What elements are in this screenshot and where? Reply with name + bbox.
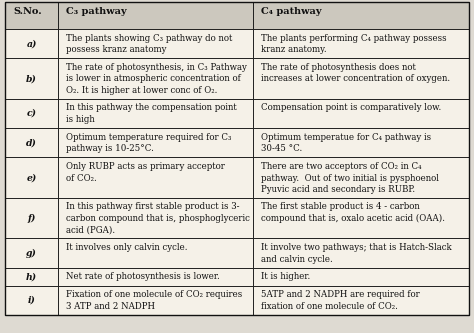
Text: The rate of photosynthesis does not: The rate of photosynthesis does not <box>261 63 416 72</box>
Text: of CO₂.: of CO₂. <box>66 173 97 182</box>
Text: d): d) <box>26 138 37 147</box>
Text: and calvin cycle.: and calvin cycle. <box>261 255 333 264</box>
Bar <box>5 2 58 29</box>
Text: Only RUBP acts as primary acceptor: Only RUBP acts as primary acceptor <box>66 162 225 171</box>
Text: carbon compound that is, phosphoglyceric: carbon compound that is, phosphoglyceric <box>66 214 250 223</box>
Bar <box>5 158 58 198</box>
Text: kranz anatomy.: kranz anatomy. <box>261 45 327 54</box>
Text: It involve two pathways; that is Hatch-Slack: It involve two pathways; that is Hatch-S… <box>261 243 452 252</box>
Text: acid (PGA).: acid (PGA). <box>66 226 116 235</box>
Text: 30-45 °C.: 30-45 °C. <box>261 144 302 153</box>
Text: In this pathway first stable product is 3-: In this pathway first stable product is … <box>66 202 240 211</box>
Text: It is higher.: It is higher. <box>261 272 310 281</box>
Text: is high: is high <box>66 115 95 124</box>
Text: S.No.: S.No. <box>13 7 42 16</box>
Text: 3 ATP and 2 NADPH: 3 ATP and 2 NADPH <box>66 302 155 311</box>
Bar <box>58 158 253 198</box>
Text: C₃ pathway: C₃ pathway <box>66 7 127 16</box>
Bar <box>5 128 58 158</box>
Bar <box>58 198 253 238</box>
Bar <box>253 268 469 286</box>
Bar <box>5 238 58 268</box>
Bar <box>58 2 253 29</box>
Bar <box>253 128 469 158</box>
Text: f): f) <box>27 214 36 223</box>
Text: 5ATP and 2 NADPH are required for: 5ATP and 2 NADPH are required for <box>261 290 420 299</box>
Bar <box>253 58 469 99</box>
Text: Fixation of one molecule of CO₂ requires: Fixation of one molecule of CO₂ requires <box>66 290 243 299</box>
Text: increases at lower concentration of oxygen.: increases at lower concentration of oxyg… <box>261 75 450 84</box>
Text: It involves only calvin cycle.: It involves only calvin cycle. <box>66 243 188 252</box>
Bar <box>5 29 58 58</box>
Text: pathway is 10-25°C.: pathway is 10-25°C. <box>66 144 154 153</box>
Text: Optimum temperature required for C₃: Optimum temperature required for C₃ <box>66 133 232 142</box>
Bar <box>5 99 58 128</box>
Bar <box>5 268 58 286</box>
Bar <box>253 238 469 268</box>
Text: C₄ pathway: C₄ pathway <box>261 7 322 16</box>
Bar <box>253 99 469 128</box>
Bar <box>253 2 469 29</box>
Bar <box>5 198 58 238</box>
Bar <box>58 99 253 128</box>
Bar <box>253 198 469 238</box>
Bar <box>5 286 58 315</box>
Text: possess kranz anatomy: possess kranz anatomy <box>66 45 167 54</box>
Text: e): e) <box>27 173 37 182</box>
Text: O₂. It is higher at lower conc of O₂.: O₂. It is higher at lower conc of O₂. <box>66 86 218 95</box>
Text: In this pathway the compensation point: In this pathway the compensation point <box>66 103 237 112</box>
Bar <box>253 158 469 198</box>
Text: is lower in atmospheric concentration of: is lower in atmospheric concentration of <box>66 75 241 84</box>
Bar <box>58 268 253 286</box>
Bar <box>58 58 253 99</box>
Text: g): g) <box>26 248 37 258</box>
Text: i): i) <box>28 296 36 305</box>
Text: Optimum temperatue for C₄ pathway is: Optimum temperatue for C₄ pathway is <box>261 133 431 142</box>
Text: compound that is, oxalo acetic acid (OAA).: compound that is, oxalo acetic acid (OAA… <box>261 214 445 223</box>
Bar <box>58 286 253 315</box>
Text: h): h) <box>26 272 37 281</box>
Bar <box>5 58 58 99</box>
Text: Net rate of photosynthesis is lower.: Net rate of photosynthesis is lower. <box>66 272 220 281</box>
Text: The rate of photosynthesis, in C₃ Pathway: The rate of photosynthesis, in C₃ Pathwa… <box>66 63 247 72</box>
Bar <box>58 29 253 58</box>
Text: There are two acceptors of CO₂ in C₄: There are two acceptors of CO₂ in C₄ <box>261 162 422 171</box>
Bar <box>253 286 469 315</box>
Text: The first stable product is 4 - carbon: The first stable product is 4 - carbon <box>261 202 420 211</box>
Bar <box>58 128 253 158</box>
Bar <box>253 29 469 58</box>
Text: fixation of one molecule of CO₂.: fixation of one molecule of CO₂. <box>261 302 398 311</box>
Bar <box>58 238 253 268</box>
Text: The plants performing C₄ pathway possess: The plants performing C₄ pathway possess <box>261 34 447 43</box>
Text: Pyuvic acid and secondary is RUBP.: Pyuvic acid and secondary is RUBP. <box>261 185 415 194</box>
Text: c): c) <box>27 109 36 118</box>
Text: b): b) <box>26 74 37 83</box>
Text: The plants showing C₃ pathway do not: The plants showing C₃ pathway do not <box>66 34 233 43</box>
Text: a): a) <box>27 39 37 48</box>
Text: pathway.  Out of two initial is pysphoenol: pathway. Out of two initial is pysphoeno… <box>261 173 439 182</box>
Text: Compensation point is comparatively low.: Compensation point is comparatively low. <box>261 103 441 112</box>
